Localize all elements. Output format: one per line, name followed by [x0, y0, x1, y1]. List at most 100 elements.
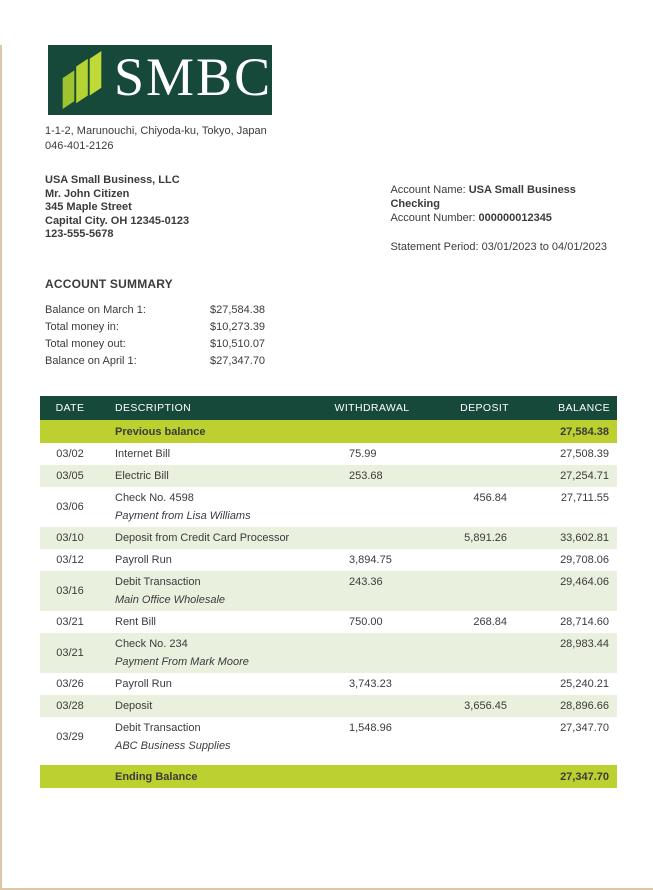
transaction-row: 03/21 Rent Bill 750.00 268.84 28,714.60 — [40, 611, 617, 633]
transaction-deposit — [427, 633, 517, 673]
transaction-balance: 33,602.81 — [517, 527, 617, 549]
transaction-date: 03/29 — [56, 731, 84, 743]
customer-street: 345 Maple Street — [45, 201, 132, 214]
statement-period-label: Statement Period: — [390, 241, 479, 253]
transaction-date: 03/10 — [40, 527, 100, 549]
transaction-deposit: 456.84 — [473, 492, 507, 504]
smbc-rising-mark-icon — [62, 51, 102, 109]
transaction-withdrawal: 3,743.23 — [349, 678, 392, 690]
spacer-row — [40, 757, 617, 765]
transaction-row: 03/06 Check No. 4598 Payment from Lisa W… — [40, 487, 617, 527]
transaction-deposit — [427, 549, 517, 571]
transaction-withdrawal: 1,548.96 — [349, 722, 392, 734]
bank-address-line: 1-1-2, Marunouchi, Chiyoda-ku, Tokyo, Ja… — [45, 125, 267, 137]
bank-phone: 046-401-2126 — [45, 140, 114, 152]
transaction-row: 03/28 Deposit 3,656.45 28,896.66 — [40, 695, 617, 717]
summary-label: Balance on April 1: — [45, 355, 137, 367]
ending-balance-row: Ending Balance 27,347.70 — [40, 765, 617, 788]
transaction-withdrawal: 3,894.75 — [349, 554, 392, 566]
transaction-date: 03/28 — [40, 695, 100, 717]
transaction-row: 03/26 Payroll Run 3,743.23 25,240.21 — [40, 673, 617, 695]
transaction-withdrawal — [317, 527, 427, 549]
ending-balance-label: Ending Balance — [100, 765, 317, 788]
transaction-withdrawal — [317, 695, 427, 717]
transaction-description: Electric Bill — [100, 465, 317, 487]
transaction-withdrawal: 253.68 — [317, 465, 427, 487]
transaction-description: Payroll Run — [100, 549, 317, 571]
summary-value: $27,584.38 — [210, 304, 266, 316]
transaction-deposit: 3,656.45 — [427, 695, 517, 717]
transaction-row: 03/10 Deposit from Credit Card Processor… — [40, 527, 617, 549]
summary-row: Balance on March 1: $27,584.38 — [45, 302, 617, 319]
transaction-date: 03/06 — [56, 501, 84, 513]
transaction-description: Deposit from Credit Card Processor — [100, 527, 317, 549]
transaction-row: 03/12 Payroll Run 3,894.75 29,708.06 — [40, 549, 617, 571]
transaction-withdrawal — [317, 633, 427, 673]
transaction-row: 03/16 Debit Transaction Main Office Whol… — [40, 571, 617, 611]
transaction-description-note: Payment from Lisa Williams — [115, 510, 251, 522]
col-header-withdrawal: WITHDRAWAL — [317, 396, 427, 420]
transaction-description-main: Deposit from Credit Card Processor — [115, 532, 290, 544]
transaction-description-main: Internet Bill — [115, 448, 171, 460]
summary-label: Balance on March 1: — [45, 304, 146, 316]
transaction-deposit: 5,891.26 — [427, 527, 517, 549]
transactions-header: DATE DESCRIPTION WITHDRAWAL DEPOSIT BALA… — [40, 396, 617, 420]
transaction-row: 03/05 Electric Bill 253.68 27,254.71 — [40, 465, 617, 487]
account-number-line: Account Number: 000000012345 — [390, 211, 617, 225]
customer-address-block: USA Small Business, LLC Mr. John Citizen… — [45, 174, 390, 254]
transaction-description-note: Main Office Wholesale — [115, 594, 226, 606]
transaction-description: Deposit — [100, 695, 317, 717]
transaction-withdrawal: 75.99 — [349, 448, 377, 460]
account-name-value: USA Small Business Checking — [390, 184, 576, 210]
transaction-description: Rent Bill — [100, 611, 317, 633]
transaction-description: Check No. 4598 Payment from Lisa William… — [100, 487, 317, 527]
transaction-deposit — [427, 717, 517, 757]
customer-city: Capital City. OH 12345-0123 — [45, 214, 190, 227]
transaction-balance: 29,708.06 — [560, 554, 609, 566]
transaction-balance: 28,983.44 — [517, 633, 617, 673]
transaction-description: Internet Bill — [100, 443, 317, 465]
col-header-balance: BALANCE — [517, 396, 617, 420]
transaction-balance: 27,347.70 — [560, 722, 609, 734]
transaction-date: 03/21 — [40, 633, 100, 673]
transaction-description-note: Payment From Mark Moore — [115, 656, 249, 668]
transactions-footer: Ending Balance 27,347.70 — [40, 757, 617, 788]
transaction-description: Debit Transaction Main Office Wholesale — [100, 571, 317, 611]
transaction-withdrawal: 243.36 — [317, 571, 427, 611]
previous-balance-label: Previous balance — [100, 420, 317, 443]
logo-wordmark: SMBC — [114, 47, 273, 107]
transaction-balance: 28,714.60 — [560, 616, 609, 628]
account-name-line: Account Name: USA Small Business Checkin… — [390, 183, 617, 211]
transaction-description: Check No. 234 Payment From Mark Moore — [100, 633, 317, 673]
transaction-date: 03/05 — [40, 465, 100, 487]
summary-row: Balance on April 1: $27,347.70 — [45, 353, 617, 370]
ending-balance-amount: 27,347.70 — [517, 765, 617, 788]
statement-period-value: 03/01/2023 to 04/01/2023 — [481, 241, 607, 253]
transaction-deposit: 268.84 — [473, 616, 507, 628]
transaction-date: 03/26 — [56, 678, 84, 690]
transaction-deposit — [427, 465, 517, 487]
transaction-description-main: Deposit — [115, 700, 153, 712]
transaction-date: 03/12 — [56, 554, 84, 566]
transaction-description-main: Debit Transaction — [115, 722, 201, 734]
transaction-deposit — [427, 673, 517, 695]
transaction-description-main: Check No. 4598 — [115, 492, 194, 504]
transaction-withdrawal: 750.00 — [349, 616, 383, 628]
summary-value: $10,510.07 — [210, 338, 266, 350]
transaction-description-main: Debit Transaction — [115, 576, 201, 588]
transaction-description-main: Payroll Run — [115, 678, 172, 690]
summary-value: $10,273.39 — [210, 321, 266, 333]
col-header-deposit: DEPOSIT — [427, 396, 517, 420]
transaction-description-main: Rent Bill — [115, 616, 156, 628]
summary-row: Total money in: $10,273.39 — [45, 319, 617, 336]
transaction-description-note: ABC Business Supplies — [115, 740, 231, 752]
transaction-date: 03/02 — [56, 448, 84, 460]
statement-period-line: Statement Period: 03/01/2023 to 04/01/20… — [390, 240, 617, 254]
info-row: USA Small Business, LLC Mr. John Citizen… — [45, 174, 617, 254]
statement-content: SMBC 1-1-2, Marunouchi, Chiyoda-ku, Toky… — [40, 45, 617, 788]
transaction-row: 03/21 Check No. 234 Payment From Mark Mo… — [40, 633, 617, 673]
summary-value: $27,347.70 — [210, 355, 266, 367]
col-header-description: DESCRIPTION — [100, 396, 317, 420]
previous-balance-amount: 27,584.38 — [517, 420, 617, 443]
transaction-balance: 27,254.71 — [517, 465, 617, 487]
